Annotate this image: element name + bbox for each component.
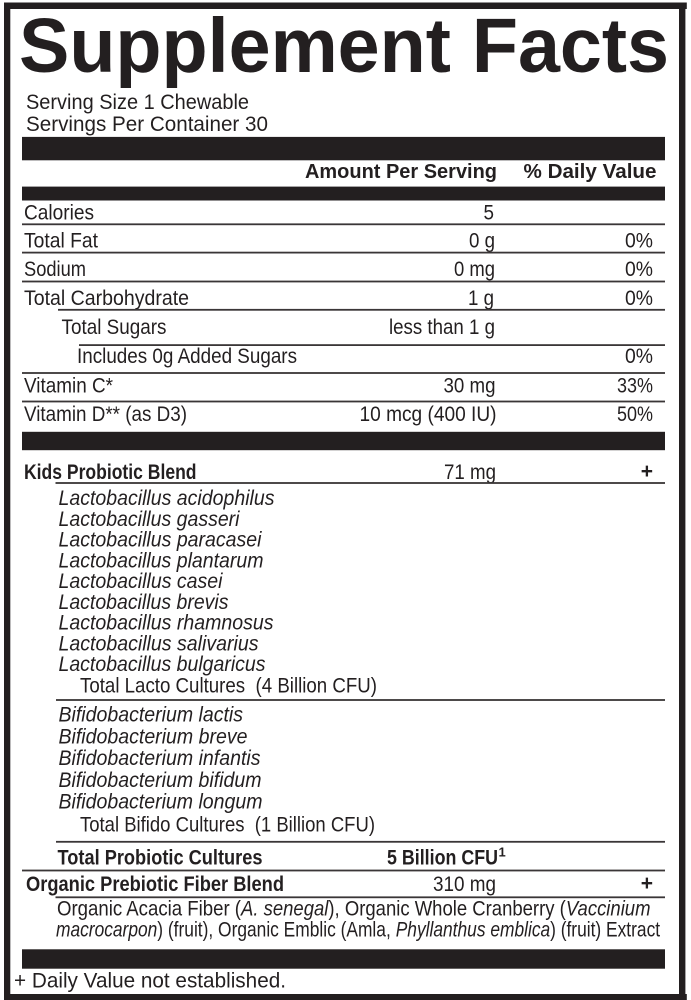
svg-text:A. senegal: A. senegal (239, 898, 329, 921)
svg-text:Vitamin D** (as D3): Vitamin D** (as D3) (24, 403, 187, 426)
svg-text:Organic Acacia Fiber (: Organic Acacia Fiber ( (57, 898, 241, 921)
svg-text:0%: 0% (625, 258, 653, 281)
svg-text:Bifidobacterium breve: Bifidobacterium breve (59, 725, 248, 748)
svg-text:Total Lacto Cultures (4 Billi: Total Lacto Cultures (4 Billion CFU) (80, 675, 377, 698)
svg-text:+ Daily Value not established.: + Daily Value not established. (14, 970, 286, 993)
svg-text:Bifidobacterium lactis: Bifidobacterium lactis (59, 704, 244, 727)
svg-text:0 g: 0 g (469, 229, 495, 252)
svg-text:Lactobacillus gasseri: Lactobacillus gasseri (59, 508, 241, 531)
svg-text:+: + (641, 872, 653, 895)
svg-text:30 mg: 30 mg (444, 375, 496, 398)
svg-text:Total Fat: Total Fat (24, 229, 98, 252)
svg-text:Total Carbohydrate: Total Carbohydrate (24, 287, 189, 310)
svg-text:Bifidobacterium bifidum: Bifidobacterium bifidum (59, 769, 262, 792)
svg-text:Servings Per Container 30: Servings Per Container 30 (26, 113, 268, 136)
svg-text:) (fruit) Extract: ) (fruit) Extract (550, 919, 660, 942)
svg-text:Vitamin C*: Vitamin C* (24, 375, 113, 398)
svg-text:+: + (641, 460, 653, 483)
svg-text:Lactobacillus acidophilus: Lactobacillus acidophilus (59, 487, 275, 510)
svg-text:310 mg: 310 mg (433, 873, 496, 896)
svg-text:Lactobacillus casei: Lactobacillus casei (59, 570, 224, 593)
svg-text:0 mg: 0 mg (454, 258, 495, 281)
svg-text:50%: 50% (617, 403, 653, 426)
svg-text:Vaccinium: Vaccinium (566, 898, 651, 921)
svg-text:1: 1 (499, 844, 506, 859)
svg-text:Amount Per Serving: Amount Per Serving (305, 160, 497, 183)
svg-text:Lactobacillus brevis: Lactobacillus brevis (59, 591, 229, 614)
svg-text:Kids Probiotic Blend: Kids Probiotic Blend (24, 461, 197, 484)
svg-text:Organic Prebiotic Fiber Blend: Organic Prebiotic Fiber Blend (26, 873, 284, 896)
svg-text:Includes 0g Added Sugars: Includes 0g Added Sugars (77, 345, 297, 368)
svg-text:Serving Size 1 Chewable: Serving Size 1 Chewable (26, 91, 249, 114)
svg-text:Sodium: Sodium (24, 258, 86, 281)
svg-text:0%: 0% (625, 287, 653, 310)
svg-text:5: 5 (484, 201, 495, 224)
svg-text:Bifidobacterium longum: Bifidobacterium longum (59, 791, 263, 814)
svg-text:5 Billion CFU: 5 Billion CFU (387, 846, 498, 869)
svg-text:Lactobacillus plantarum: Lactobacillus plantarum (59, 549, 264, 572)
svg-text:macrocarpon: macrocarpon (56, 919, 157, 942)
svg-text:) (fruit), Organic Emblic (Aml: ) (fruit), Organic Emblic (Amla, (157, 919, 395, 942)
svg-text:Lactobacillus bulgaricus: Lactobacillus bulgaricus (59, 653, 266, 676)
svg-text:Total Probiotic Cultures: Total Probiotic Cultures (58, 846, 263, 869)
svg-text:Calories: Calories (24, 201, 94, 224)
svg-text:Lactobacillus salivarius: Lactobacillus salivarius (59, 632, 259, 655)
svg-text:0%: 0% (625, 345, 653, 368)
svg-text:less than 1 g: less than 1 g (389, 316, 495, 339)
svg-text:Lactobacillus paracasei: Lactobacillus paracasei (59, 529, 263, 552)
svg-text:Total Bifido Cultures (1 Bill: Total Bifido Cultures (1 Billion CFU) (80, 814, 375, 837)
svg-text:Total Sugars: Total Sugars (62, 316, 167, 339)
svg-text:33%: 33% (617, 375, 653, 398)
svg-text:), Organic Whole Cranberry (: ), Organic Whole Cranberry ( (328, 898, 565, 921)
svg-text:71 mg: 71 mg (444, 461, 496, 484)
svg-text:Phyllanthus emblica: Phyllanthus emblica (396, 919, 551, 942)
svg-text:Lactobacillus rhamnosus: Lactobacillus rhamnosus (59, 612, 274, 635)
svg-text:10 mcg (400 IU): 10 mcg (400 IU) (360, 403, 497, 426)
svg-text:1 g: 1 g (468, 287, 494, 310)
svg-text:% Daily Value: % Daily Value (524, 160, 657, 183)
svg-text:0%: 0% (625, 229, 653, 252)
svg-text:Supplement Facts: Supplement Facts (19, 3, 669, 89)
svg-text:Bifidobacterium infantis: Bifidobacterium infantis (59, 747, 261, 770)
